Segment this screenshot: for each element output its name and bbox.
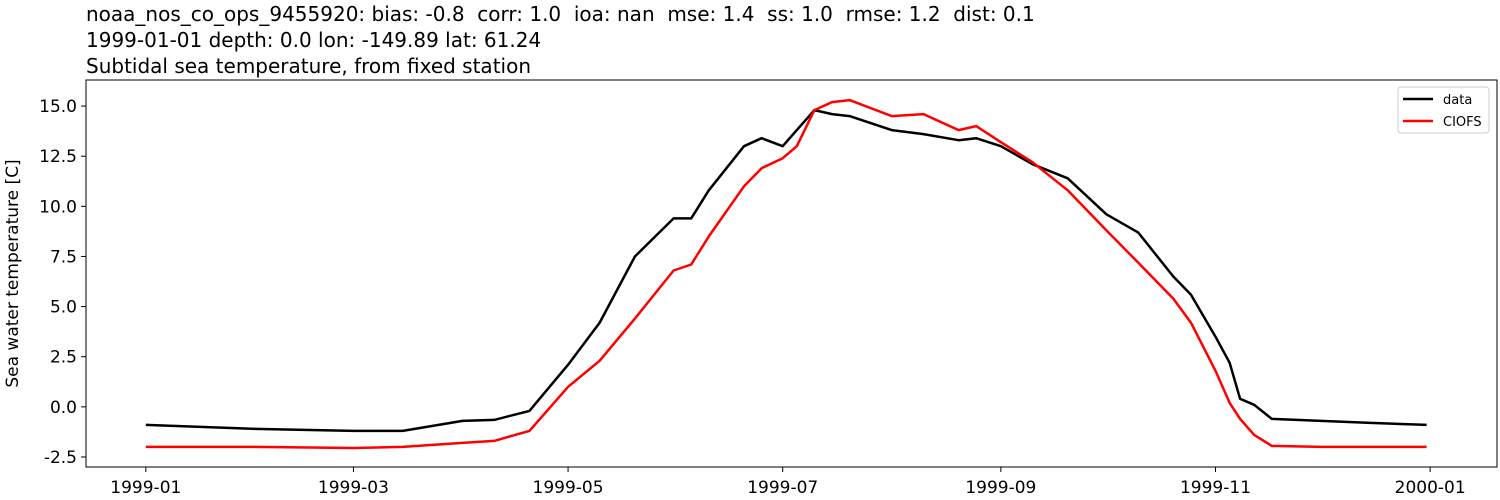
chart-title-line-2: 1999-01-01 depth: 0.0 lon: -149.89 lat: …: [86, 28, 542, 52]
x-tick-label: 1999-03: [318, 478, 389, 498]
x-tick-label: 1999-01: [110, 478, 181, 498]
chart-title-line-3: Subtidal sea temperature, from fixed sta…: [86, 54, 531, 78]
y-tick-label: -2.5: [44, 448, 77, 468]
legend-label-ciofs: CIOFS: [1443, 115, 1482, 130]
x-tick-label: 1999-05: [533, 478, 604, 498]
axes-frame: [85, 79, 1498, 468]
y-tick-label: 5.0: [50, 298, 77, 318]
y-tick-label: 0.0: [50, 398, 77, 418]
y-tick-label: 2.5: [50, 348, 77, 368]
y-tick-label: 7.5: [50, 247, 77, 267]
x-tick-label: 1999-07: [747, 478, 818, 498]
series-line-ciofs: [145, 98, 1427, 450]
chart-title-line-1: noaa_nos_co_ops_9455920: bias: -0.8 corr…: [86, 2, 1035, 26]
x-tick-label: 1999-11: [1180, 478, 1251, 498]
y-tick-label: 12.5: [39, 147, 77, 167]
series-line-data: [145, 108, 1427, 433]
x-tick-label: 2000-01: [1395, 478, 1466, 498]
y-tick-label: 15.0: [39, 97, 77, 117]
legend-label-data: data: [1443, 93, 1472, 108]
y-axis-label: Sea water temperature [C]: [3, 159, 23, 387]
x-tick-label: 1999-09: [965, 478, 1036, 498]
y-tick-label: 10.0: [39, 197, 77, 217]
